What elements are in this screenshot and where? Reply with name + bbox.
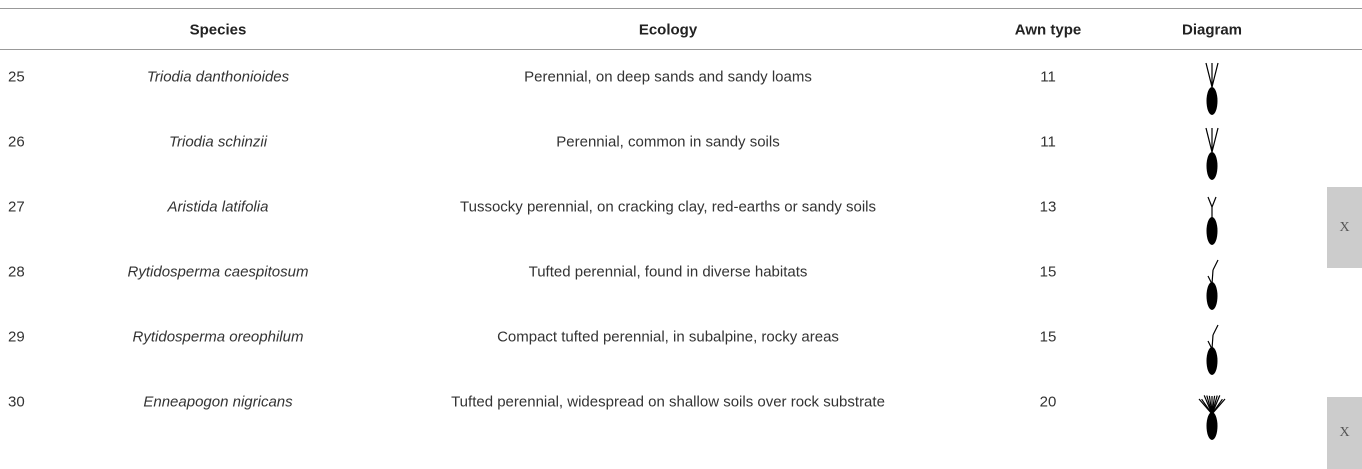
species: Triodia schinzii — [169, 134, 267, 151]
awn-diagram — [1192, 191, 1232, 251]
species: Aristida latifolia — [168, 199, 269, 216]
awn-diagram — [1192, 126, 1232, 186]
ecology: Perennial, common in sandy soils — [556, 134, 779, 151]
awn — [1212, 128, 1218, 152]
column-header: Awn type — [1015, 22, 1081, 39]
seed — [1207, 152, 1218, 180]
species: Enneapogon nigricans — [143, 394, 292, 411]
awn-diagram — [1192, 386, 1232, 446]
ecology: Perennial, on deep sands and sandy loams — [524, 69, 812, 86]
seed — [1207, 412, 1218, 440]
awn-type: 15 — [1040, 264, 1057, 281]
awn — [1212, 197, 1216, 207]
species: Triodia danthonioides — [147, 69, 289, 86]
seed — [1207, 347, 1218, 375]
column-header: Ecology — [639, 22, 697, 39]
row-number: 28 — [8, 264, 25, 281]
seed — [1207, 282, 1218, 310]
awn-diagram — [1192, 321, 1232, 381]
row-number: 25 — [8, 69, 25, 86]
ecology: Tufted perennial, found in diverse habit… — [529, 264, 808, 281]
row-number: 29 — [8, 329, 25, 346]
awn-diagram — [1192, 256, 1232, 316]
awn — [1208, 197, 1212, 207]
awn — [1213, 325, 1218, 335]
ecology: Tussocky perennial, on cracking clay, re… — [460, 199, 876, 216]
row-number: 26 — [8, 134, 25, 151]
header-rule — [0, 49, 1362, 50]
awn-type: 13 — [1040, 199, 1057, 216]
awn — [1206, 63, 1212, 87]
species: Rytidosperma oreophilum — [133, 329, 304, 346]
row-number: 27 — [8, 199, 25, 216]
awn-type: 15 — [1040, 329, 1057, 346]
awn-type: 11 — [1040, 69, 1056, 86]
awn — [1213, 260, 1218, 270]
ecology: Compact tufted perennial, in subalpine, … — [497, 329, 839, 346]
awn-diagram — [1192, 61, 1232, 121]
row-number: 30 — [8, 394, 25, 411]
awn — [1206, 128, 1212, 152]
awn — [1212, 335, 1213, 349]
awn — [1212, 270, 1213, 284]
ecology: Tufted perennial, widespread on shallow … — [451, 394, 885, 411]
close-button[interactable]: X — [1327, 397, 1362, 469]
top-rule — [0, 8, 1362, 9]
close-button[interactable]: X — [1327, 187, 1362, 268]
seed — [1207, 217, 1218, 245]
awn — [1212, 63, 1218, 87]
awn-type: 11 — [1040, 134, 1056, 151]
seed — [1207, 87, 1218, 115]
species: Rytidosperma caespitosum — [128, 264, 309, 281]
awn-type: 20 — [1040, 394, 1057, 411]
column-header: Diagram — [1182, 22, 1242, 39]
column-header: Species — [190, 22, 247, 39]
table-page: X X Species Ecology Awn type Diagram 25 Triod… — [0, 0, 1362, 469]
